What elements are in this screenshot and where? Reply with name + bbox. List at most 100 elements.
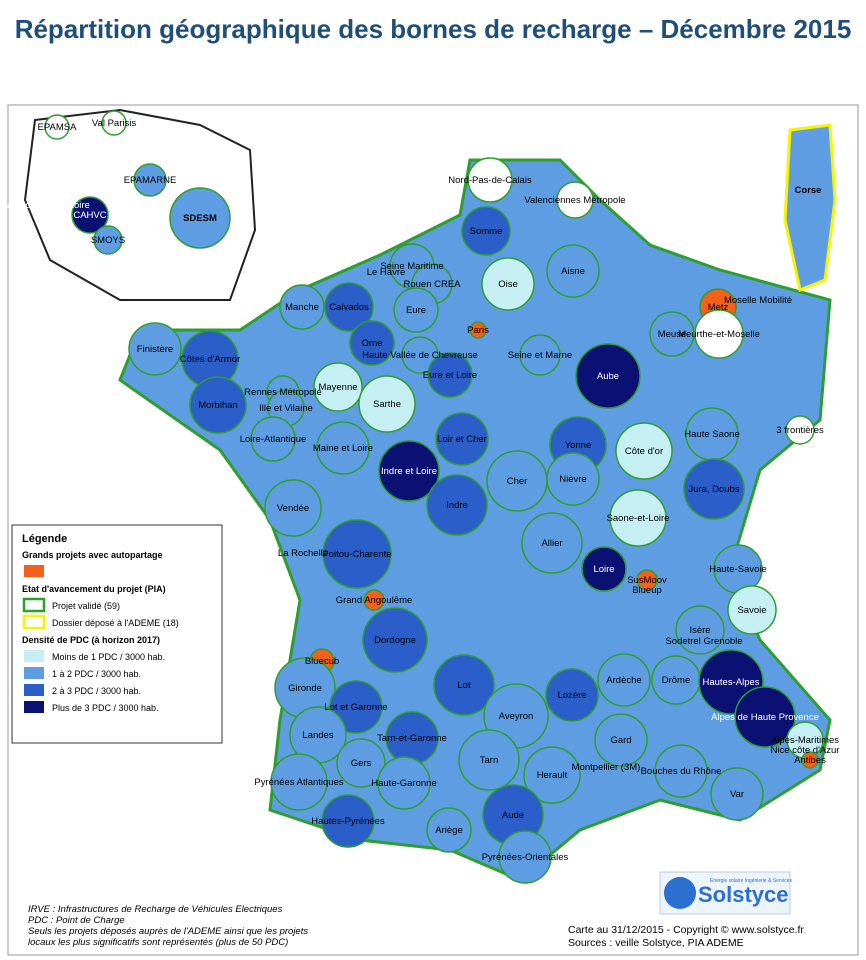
region-shape bbox=[329, 680, 383, 734]
region-label: Sarthe bbox=[373, 399, 401, 410]
region-label: Tarn-et-Garonne bbox=[377, 733, 447, 744]
region-shape bbox=[322, 519, 392, 589]
region-label: Manche bbox=[285, 302, 319, 313]
region-shape bbox=[264, 479, 322, 537]
region-label: Jura, Doubs bbox=[688, 484, 739, 495]
logo-tagline: Energie solaire Ingénierie & Services bbox=[710, 878, 792, 884]
region-label: Haute Saone bbox=[684, 429, 739, 440]
region-label: Alpes-Maritimes bbox=[771, 735, 839, 746]
region-label: Nord-Pas-de-Calais bbox=[448, 175, 532, 186]
region-label: Metz bbox=[708, 302, 729, 313]
region-label: Indre bbox=[446, 500, 468, 511]
idf-inset bbox=[23, 108, 257, 301]
region-shapes bbox=[44, 110, 824, 884]
region-shape bbox=[546, 452, 600, 506]
region-label: Aveyron bbox=[499, 711, 534, 722]
region-shape bbox=[128, 322, 182, 376]
region-shape bbox=[433, 654, 495, 716]
region-label: Allier bbox=[541, 538, 562, 549]
credits: Carte au 31/12/2015 - Copyright © www.so… bbox=[568, 924, 804, 949]
region-label: Rennes Métropole bbox=[244, 387, 322, 398]
region-label: Ardèche bbox=[606, 675, 641, 686]
region-shape bbox=[581, 546, 627, 592]
region-label: EPAMARNE bbox=[124, 175, 177, 186]
region-shape bbox=[250, 416, 296, 462]
region-label: Seine et Marne bbox=[508, 350, 572, 361]
region-shape bbox=[556, 181, 594, 219]
region-label: Calvados bbox=[329, 302, 369, 313]
region-shape bbox=[358, 375, 416, 433]
region-label: Gers bbox=[351, 758, 372, 769]
region-shape bbox=[523, 746, 581, 804]
region-label: Poitou-Charente bbox=[322, 549, 391, 560]
region-label: SusMoov bbox=[627, 575, 667, 586]
region-label: Loire-Atlantique bbox=[240, 434, 307, 445]
region-shape bbox=[426, 807, 472, 853]
region-label: Lot et Garonne bbox=[324, 702, 387, 713]
legend-title: Légende bbox=[22, 533, 67, 545]
region-label: Le Havre bbox=[367, 267, 406, 278]
region-label: Aude bbox=[502, 810, 524, 821]
region-label: Indre et Loire bbox=[381, 466, 437, 477]
region-label: Orne bbox=[361, 338, 382, 349]
region-shape bbox=[363, 589, 385, 611]
legend-swatch bbox=[22, 597, 46, 613]
note: PDC : Point de Charge bbox=[28, 915, 125, 926]
region-shape bbox=[461, 206, 511, 256]
region-shape bbox=[734, 686, 796, 748]
region-shape bbox=[458, 729, 520, 791]
logo-icon bbox=[664, 877, 696, 909]
region-shape bbox=[133, 163, 167, 197]
region-label: Morbihan bbox=[198, 400, 238, 411]
region-label: Var bbox=[730, 789, 744, 800]
region-shape bbox=[801, 751, 819, 769]
regions: Nord-Pas-de-Calais Valenciennes Métropole… bbox=[0, 110, 839, 884]
region-shape bbox=[710, 767, 764, 821]
legend-label: Dossier déposé à l'ADEME (18) bbox=[52, 618, 179, 628]
region-label: Loire bbox=[593, 564, 614, 575]
region-label: Meurthe-et-Moselle bbox=[678, 329, 760, 340]
region-shape bbox=[401, 336, 439, 374]
region-shape bbox=[546, 244, 600, 298]
region-shape bbox=[727, 585, 777, 635]
region-shape bbox=[519, 334, 561, 376]
region-label: Savoie bbox=[737, 605, 766, 616]
region-shape bbox=[575, 343, 641, 409]
credit: Sources : veille Solstyce, PIA ADEME bbox=[568, 937, 744, 949]
title: Répartition géographique des bornes de r… bbox=[14, 14, 852, 44]
region-label: Saone-et-Loire bbox=[607, 513, 670, 524]
legend-swatch bbox=[24, 684, 44, 696]
region-shape bbox=[426, 474, 488, 536]
region-shape bbox=[785, 415, 815, 445]
region-label: Nice côte d'Azur bbox=[771, 745, 840, 756]
region-label: Lot bbox=[457, 680, 471, 691]
region-label: SDESM bbox=[183, 213, 217, 224]
region-shape bbox=[649, 311, 695, 357]
region-shape bbox=[683, 458, 745, 520]
region-label: Landes bbox=[302, 730, 333, 741]
region-label: Gard bbox=[610, 735, 631, 746]
legend-label: 2 à 3 PDC / 3000 hab. bbox=[52, 686, 141, 696]
logo-name: Solstyce bbox=[698, 882, 789, 907]
region-label: Hautes-Alpes bbox=[702, 677, 759, 688]
legend-label: Plus de 3 PDC / 3000 hab. bbox=[52, 703, 159, 713]
region-labels: Nord-Pas-de-Calais Valenciennes Métropole… bbox=[0, 118, 839, 863]
region-label: Eure et Loire bbox=[423, 370, 477, 381]
region-shape bbox=[189, 376, 247, 434]
legend-swatch bbox=[24, 650, 44, 662]
region-shape bbox=[694, 309, 744, 359]
region-label: La Rochelle bbox=[278, 548, 328, 559]
notes: IRVE : Infrastructures de Recharge de Vé… bbox=[28, 904, 308, 948]
region-label: Blueup bbox=[632, 585, 662, 596]
region-label: Yonne bbox=[565, 440, 592, 451]
region-label: Rambouillet Territoire bbox=[0, 200, 90, 211]
region-shape bbox=[316, 421, 370, 475]
region-shape bbox=[654, 744, 708, 798]
region-shape bbox=[427, 352, 473, 398]
region-label: Finistère bbox=[137, 344, 173, 355]
region-label: Valenciennes Métropole bbox=[524, 195, 625, 206]
region-shape bbox=[675, 605, 725, 655]
region-shape bbox=[71, 196, 109, 234]
